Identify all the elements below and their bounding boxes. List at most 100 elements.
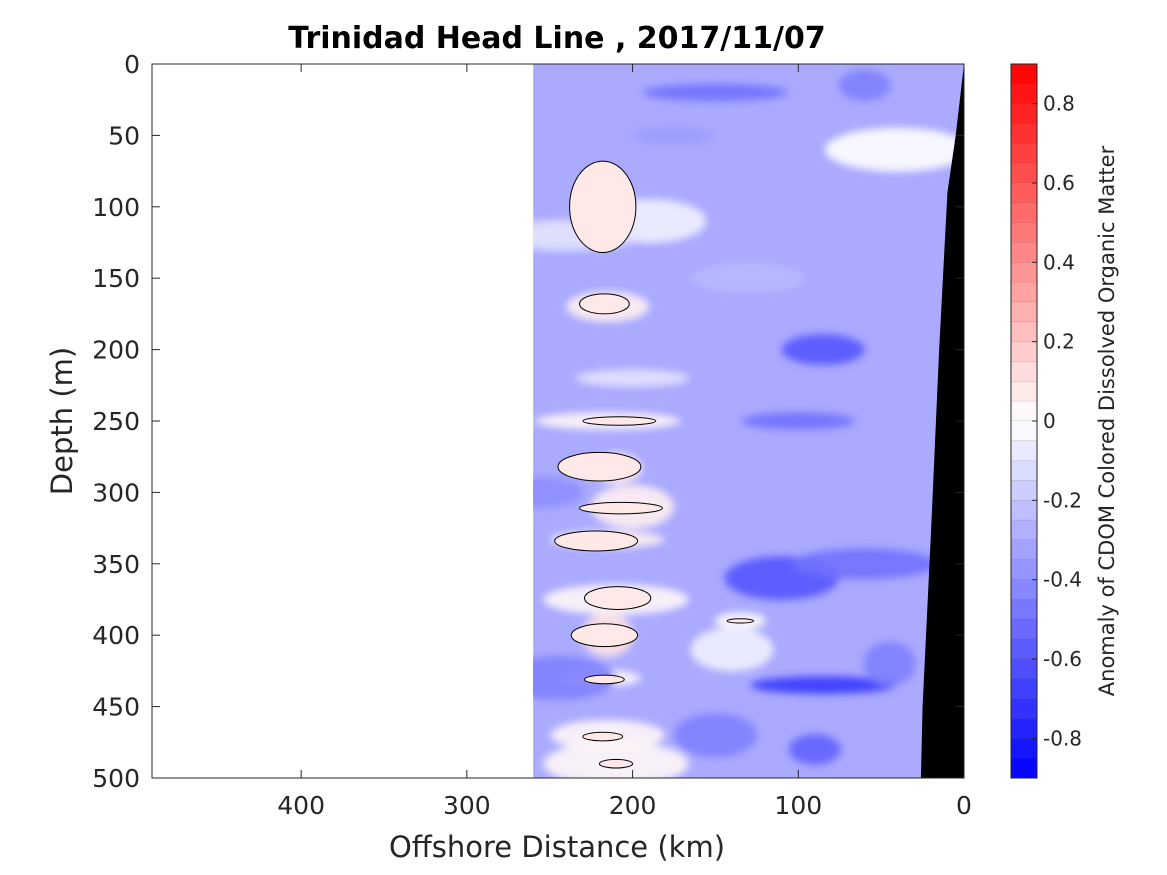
field-feature — [791, 548, 938, 580]
colorbar-cell — [1011, 520, 1037, 541]
colorbar-cell — [1011, 540, 1037, 561]
x-tick-label: 100 — [774, 791, 822, 820]
zero-contours — [554, 160, 755, 769]
zero-contour — [584, 674, 625, 685]
colorbar-cell — [1011, 123, 1037, 144]
colorbar-cell — [1011, 202, 1037, 224]
y-tick-label: 50 — [108, 121, 140, 150]
x-tick-label: 0 — [956, 791, 972, 820]
field-feature — [575, 369, 690, 387]
y-tick-label: 100 — [92, 193, 140, 222]
zero-contour — [598, 758, 634, 769]
zero-contour — [582, 731, 624, 742]
colorbar-label: Anomaly of CDOM Colored Dissolved Organi… — [1095, 145, 1119, 696]
zero-contour — [584, 586, 652, 610]
colorbar-tick-label: -0.4 — [1043, 568, 1082, 592]
field-feature — [642, 83, 789, 102]
colorbar-cell — [1011, 718, 1037, 739]
colorbar-cell — [1011, 302, 1037, 323]
colorbar-cell — [1011, 381, 1037, 402]
colorbar-cell — [1011, 738, 1037, 759]
field-feature — [691, 262, 806, 294]
field-feature — [838, 70, 891, 101]
colorbar-cell — [1011, 639, 1037, 660]
colorbar-cell — [1011, 282, 1037, 303]
field-feature — [690, 627, 774, 672]
bathymetry — [920, 64, 964, 778]
y-tick-label: 150 — [92, 264, 140, 293]
axes: 400 300 200 100 0 0 50 100 150 200 250 300 350 400 450… — [92, 50, 972, 820]
x-tick-label: 400 — [277, 791, 325, 820]
colorbar-tick-label: 0 — [1043, 409, 1056, 433]
colorbar: 0.8 0.6 0.4 0.2 0 -0.2 -0.4 -0.6 -0.8 — [1010, 63, 1082, 779]
chart-title: Trinidad Head Line , 2017/11/07 — [288, 21, 825, 56]
y-tick-label: 0 — [124, 50, 140, 79]
y-tick-label: 300 — [92, 478, 140, 507]
zero-contour — [554, 530, 639, 552]
x-axis-label: Offshore Distance (km) — [389, 830, 725, 864]
colorbar-cell — [1011, 143, 1037, 164]
zero-contour — [579, 293, 630, 315]
colorbar-cell — [1011, 341, 1037, 362]
y-tick-label: 250 — [92, 407, 140, 436]
colorbar-tick-label: -0.6 — [1043, 647, 1082, 671]
colorbar-cell — [1011, 500, 1037, 521]
colorbar-cell — [1011, 440, 1037, 462]
colorbar-cell — [1011, 64, 1037, 85]
colorbar-cell — [1011, 83, 1037, 105]
colorbar-cell — [1011, 659, 1037, 680]
field-feature — [788, 734, 841, 765]
colorbar-cell — [1011, 361, 1037, 382]
colorbar-cell — [1011, 619, 1037, 640]
zero-contour — [579, 501, 663, 515]
zero-contour — [557, 451, 642, 482]
colorbar-cell — [1011, 183, 1037, 204]
colorbar-cell — [1011, 559, 1037, 581]
colorbar-cell — [1011, 678, 1037, 700]
plot-area — [533, 64, 965, 778]
colorbar-cell — [1011, 262, 1037, 283]
anomaly-field — [533, 64, 965, 778]
colorbar-cell — [1011, 103, 1037, 124]
colorbar-cell — [1011, 480, 1037, 501]
field-feature — [750, 676, 896, 694]
colorbar-tick-label: 0.6 — [1043, 171, 1075, 195]
zero-contour — [569, 160, 637, 253]
y-tick-label: 450 — [92, 693, 140, 722]
zero-contour — [570, 623, 639, 648]
zero-contour — [726, 618, 755, 624]
y-tick-label: 350 — [92, 550, 140, 579]
colorbar-tick-label: -0.2 — [1043, 488, 1082, 512]
colorbar-tick-label: 0.2 — [1043, 330, 1075, 354]
field-feature — [863, 641, 916, 686]
colorbar-cell — [1011, 222, 1037, 243]
field-feature — [781, 334, 865, 365]
x-tick-label: 300 — [443, 791, 491, 820]
colorbar-cell — [1011, 163, 1037, 184]
field-feature — [673, 713, 758, 758]
colorbar-tick-label: -0.8 — [1043, 726, 1082, 750]
y-tick-label: 400 — [92, 621, 140, 650]
field-feature — [741, 412, 856, 430]
field-feature — [824, 127, 965, 172]
y-tick-label: 200 — [92, 336, 140, 365]
colorbar-cell — [1011, 401, 1037, 422]
colorbar-cell — [1011, 599, 1037, 620]
colorbar-cell — [1011, 579, 1037, 600]
y-axis-label: Depth (m) — [45, 347, 79, 495]
colorbar-cell — [1011, 758, 1037, 779]
field-feature — [533, 656, 616, 701]
colorbar-cell — [1011, 698, 1037, 719]
field-feature — [533, 477, 584, 508]
field-feature — [871, 269, 924, 288]
colorbar-cell — [1011, 421, 1037, 442]
field-feature — [632, 126, 716, 145]
colorbar-tick-label: 0.8 — [1043, 92, 1075, 116]
colorbar-cell — [1011, 242, 1037, 263]
colorbar-tick-label: 0.4 — [1043, 250, 1075, 274]
colorbar-cell — [1011, 460, 1037, 481]
zero-contour — [582, 416, 657, 426]
x-tick-label: 200 — [609, 791, 657, 820]
colorbar-cell — [1011, 321, 1037, 343]
